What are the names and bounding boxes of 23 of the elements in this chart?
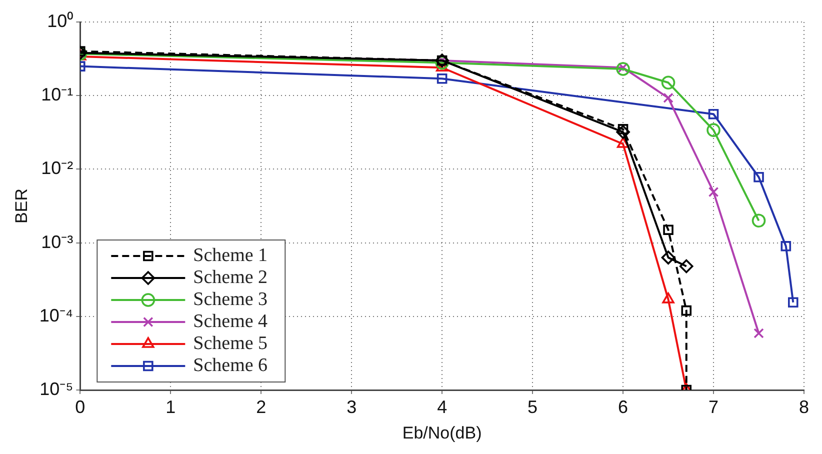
legend-label: Scheme 3	[193, 288, 268, 310]
x-tick-label: 8	[798, 396, 810, 417]
x-tick-label: 7	[708, 396, 719, 417]
x-tick-label: 1	[166, 396, 176, 417]
legend-label: Scheme 5	[193, 332, 268, 354]
legend-label: Scheme 6	[193, 354, 268, 376]
y-tick-label: 10⁻⁵	[40, 378, 74, 399]
legend-label: Scheme 2	[193, 266, 268, 288]
x-axis-title: Eb/No(dB)	[402, 423, 482, 442]
x-tick-label: 3	[346, 396, 357, 417]
y-tick-label: 10⁻²	[41, 158, 74, 178]
x-tick-label: 6	[618, 396, 628, 417]
x-tick-label: 5	[528, 396, 538, 417]
y-axis-title: BER	[12, 188, 31, 224]
y-tick-label: 10⁻¹	[41, 84, 74, 105]
y-tick-label: 10⁻⁴	[39, 305, 74, 326]
legend-label: Scheme 4	[193, 310, 268, 332]
y-tick-label: 10⁰	[47, 10, 74, 31]
x-tick-label: 0	[75, 396, 86, 417]
y-tick-label: 10⁻³	[41, 232, 74, 252]
x-tick-label: 4	[437, 396, 448, 417]
legend-label: Scheme 1	[193, 244, 268, 266]
x-tick-label: 2	[256, 396, 266, 417]
